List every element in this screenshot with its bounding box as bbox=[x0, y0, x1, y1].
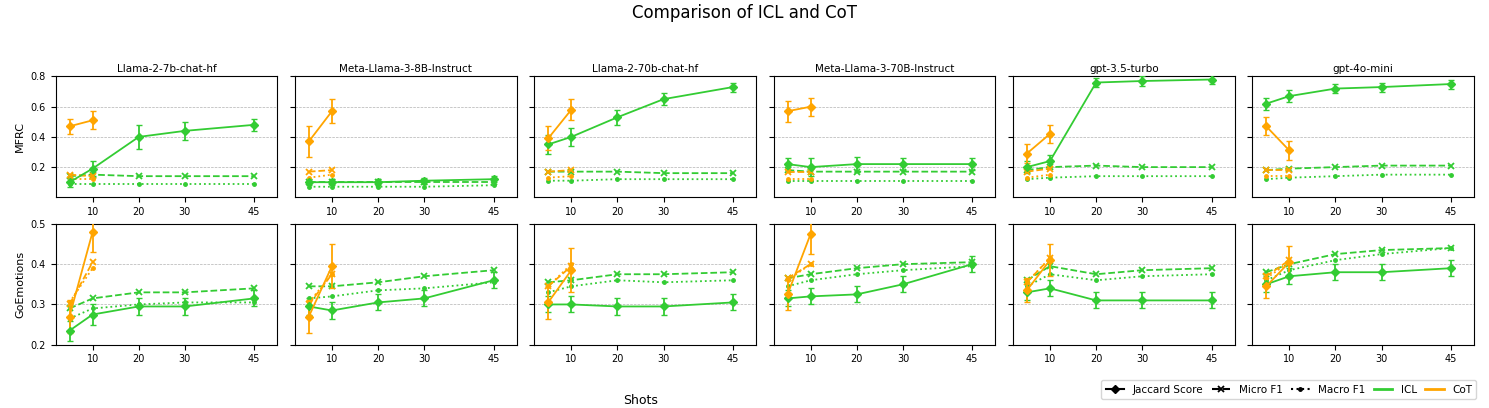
Y-axis label: MFRC: MFRC bbox=[15, 122, 25, 153]
Y-axis label: GoEmotions: GoEmotions bbox=[15, 251, 25, 318]
Title: Llama-2-7b-chat-hf: Llama-2-7b-chat-hf bbox=[116, 64, 216, 74]
Title: Meta-Llama-3-8B-Instruct: Meta-Llama-3-8B-Instruct bbox=[339, 64, 472, 74]
Legend: Jaccard Score, Micro F1, Macro F1, ICL, CoT: Jaccard Score, Micro F1, Macro F1, ICL, … bbox=[1102, 380, 1477, 399]
Title: Llama-2-70b-chat-hf: Llama-2-70b-chat-hf bbox=[593, 64, 698, 74]
Title: Meta-Llama-3-70B-Instruct: Meta-Llama-3-70B-Instruct bbox=[814, 64, 954, 74]
Title: gpt-4o-mini: gpt-4o-mini bbox=[1333, 64, 1394, 74]
Title: gpt-3.5-turbo: gpt-3.5-turbo bbox=[1088, 64, 1158, 74]
Text: Shots: Shots bbox=[622, 394, 658, 407]
Text: Comparison of ICL and CoT: Comparison of ICL and CoT bbox=[631, 4, 858, 22]
